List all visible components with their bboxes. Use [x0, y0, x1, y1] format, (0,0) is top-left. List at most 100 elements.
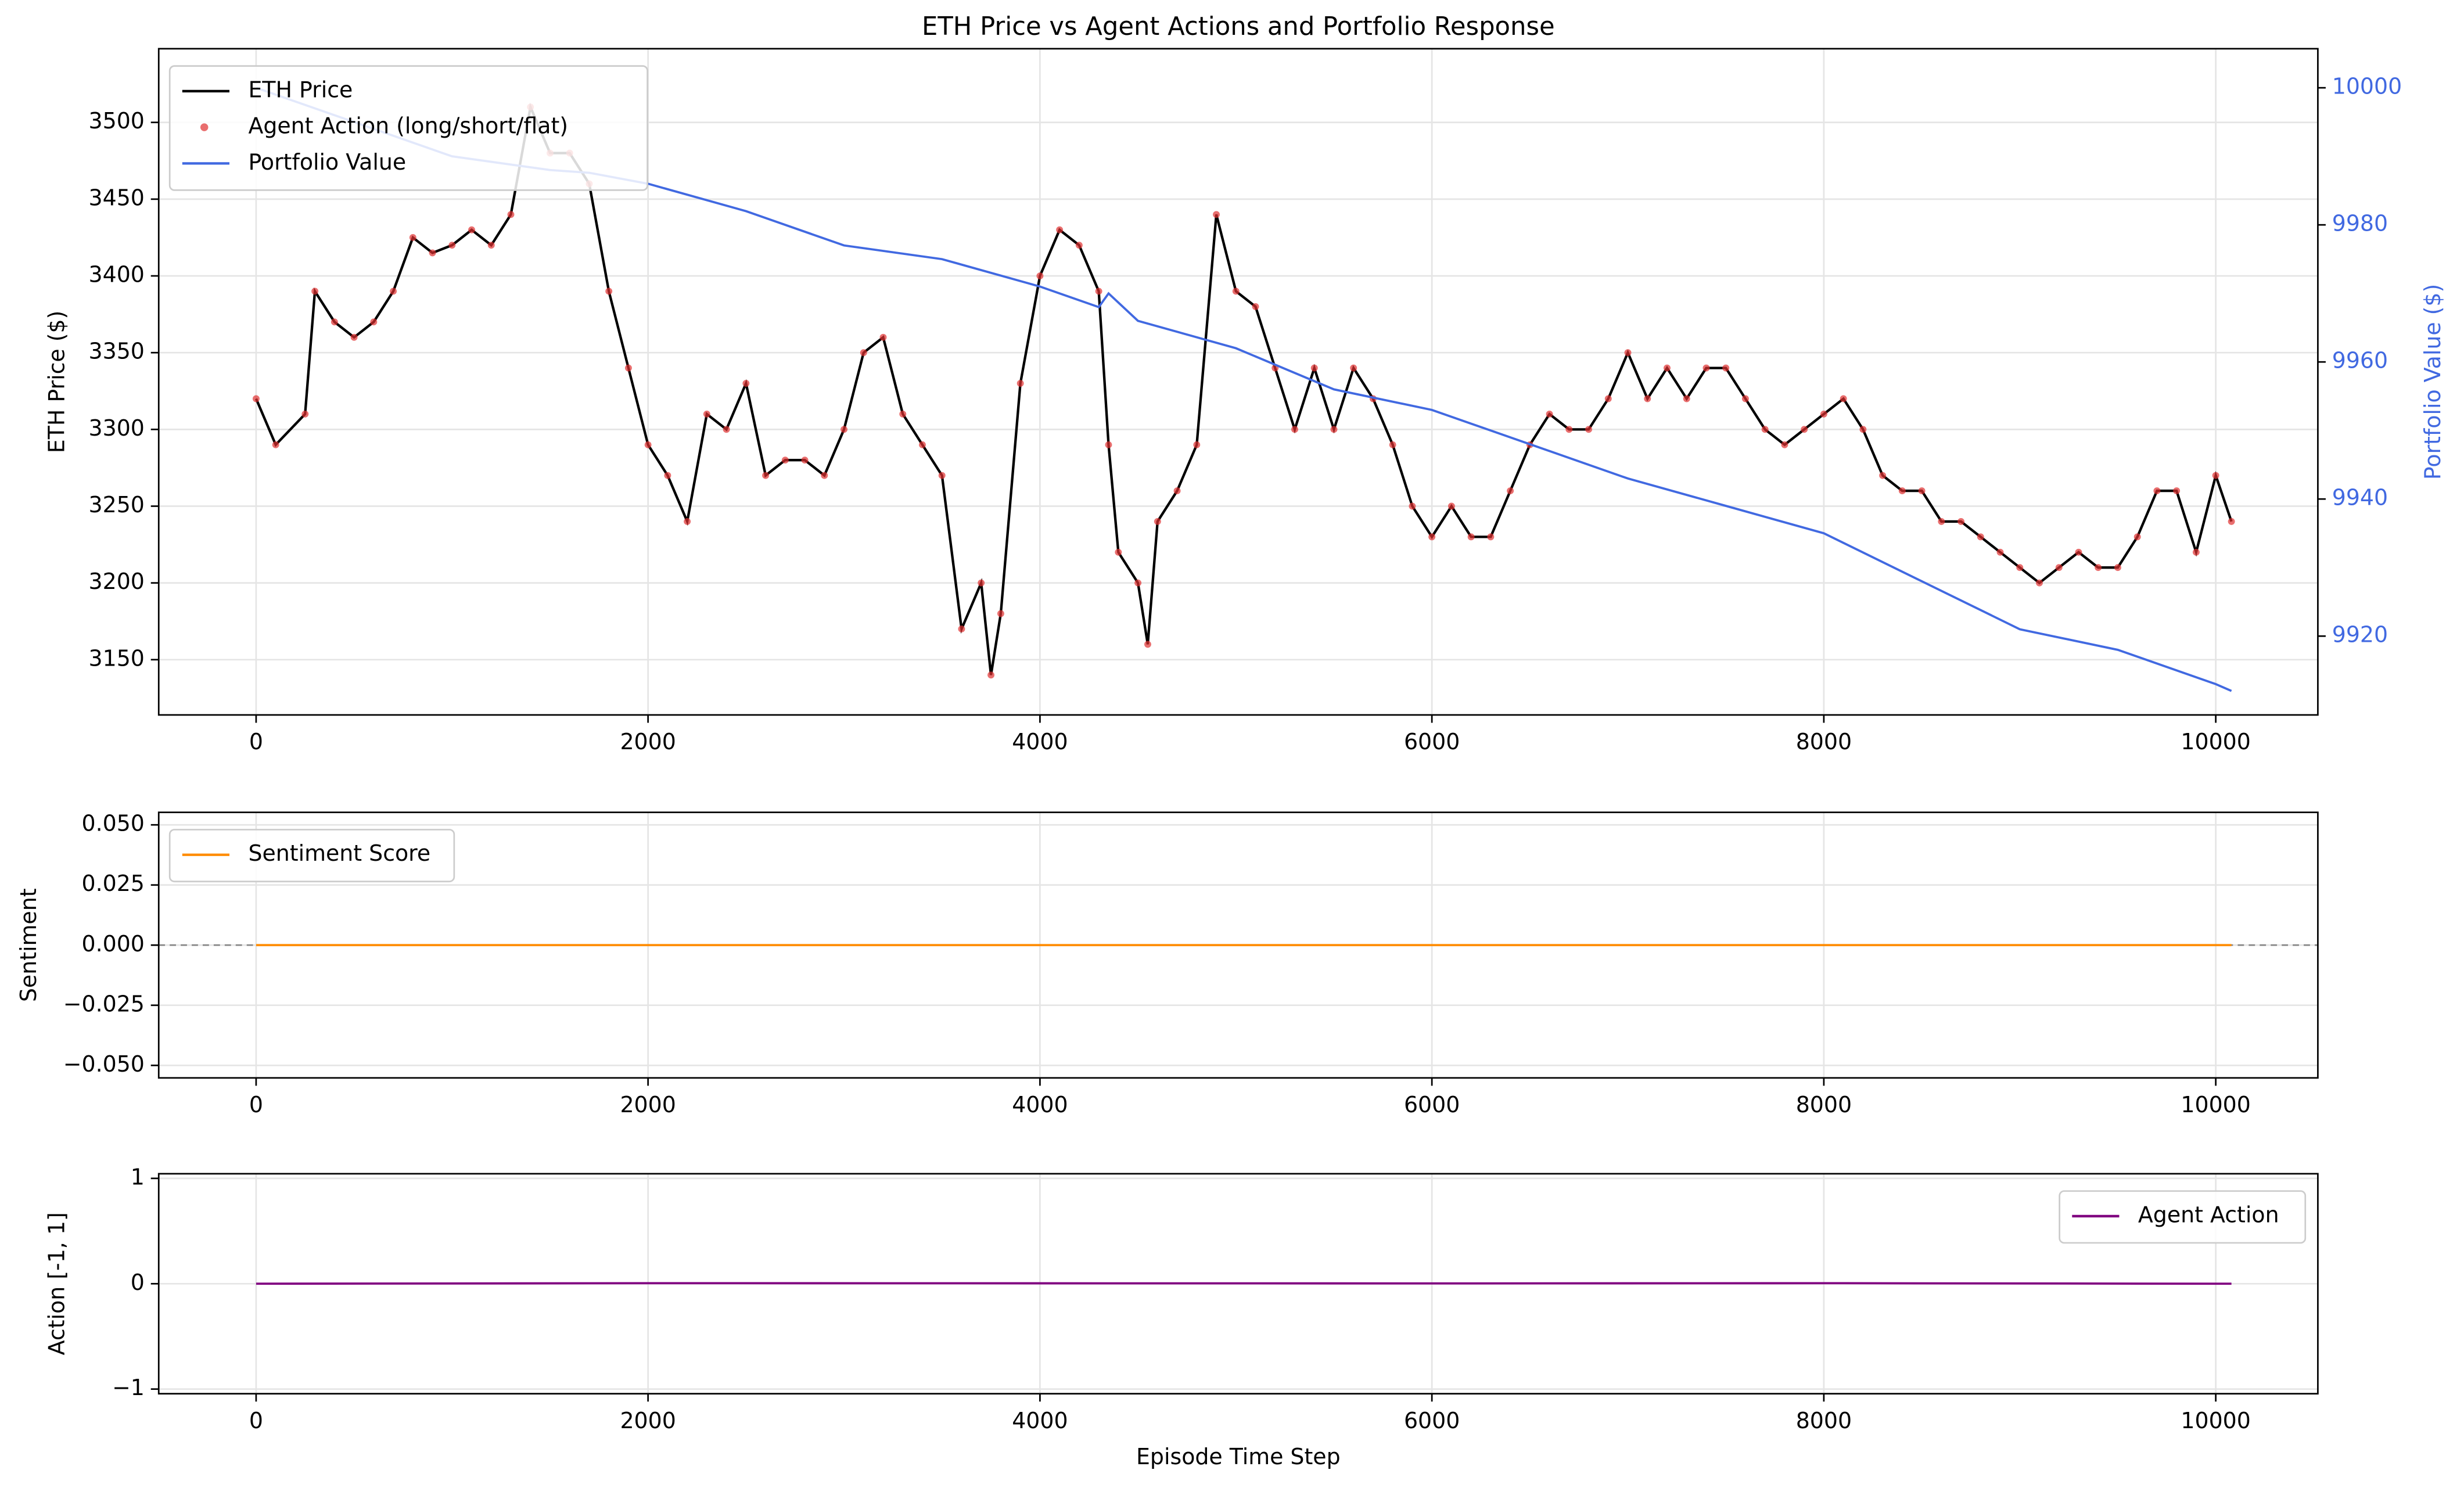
plot-frame	[157, 1173, 2319, 1395]
legend-frame	[2059, 1190, 2307, 1244]
action-point	[1664, 364, 1671, 372]
action-point	[821, 472, 828, 479]
action-point	[1036, 272, 1044, 279]
y-tick-label: 0.000	[82, 931, 145, 957]
action-point	[1624, 349, 1632, 357]
action-point	[1996, 548, 2004, 556]
y2-tick-label: 9920	[2332, 622, 2388, 648]
legend-frame	[168, 65, 648, 191]
y-tick-label: 3350	[89, 339, 145, 364]
legend: Agent Action	[2059, 1190, 2307, 1244]
action-point	[2075, 548, 2082, 556]
action-point	[1585, 426, 1592, 433]
action-point	[1134, 579, 1142, 587]
action-point	[1252, 303, 1259, 310]
legend: ETH Price Agent Action (long/short/flat) P…	[168, 65, 648, 191]
action-point	[703, 410, 710, 418]
action-point	[252, 395, 260, 402]
action-point	[1232, 287, 1240, 295]
legend-label: Agent Action (long/short/flat)	[248, 113, 568, 139]
action-point	[762, 472, 770, 479]
y-tick-label: 0.025	[82, 871, 145, 896]
action-point	[1105, 441, 1112, 448]
action-point	[1017, 380, 1024, 387]
x-tick-label: 10000	[2181, 729, 2250, 754]
plot-frame	[157, 48, 2319, 716]
action-point	[841, 426, 847, 433]
action-point	[1507, 487, 1514, 495]
action-point	[1604, 395, 1612, 402]
action-point	[2228, 517, 2235, 525]
action-point	[1350, 364, 1357, 372]
x-tick-label: 8000	[1796, 1408, 1852, 1433]
y-tick-label: 0	[131, 1270, 145, 1295]
action-point	[997, 610, 1004, 617]
action-point	[1193, 441, 1201, 448]
action-point	[1918, 487, 1926, 495]
action-point	[1173, 487, 1181, 495]
x-tick-label: 4000	[1012, 1408, 1068, 1433]
action-point	[1310, 364, 1318, 372]
action-point	[1075, 242, 1083, 249]
action-point	[742, 380, 750, 387]
action-point	[1957, 517, 1964, 525]
action-point	[507, 211, 515, 218]
action-point	[1428, 533, 1436, 541]
action-point	[1056, 226, 1064, 233]
action-point	[1644, 395, 1651, 402]
x-tick-label: 6000	[1404, 1092, 1460, 1117]
action-point	[331, 318, 338, 326]
action-point	[1722, 364, 1730, 372]
action-point	[1144, 641, 1151, 648]
legend-label: Agent Action	[2138, 1202, 2279, 1227]
action-point	[2095, 564, 2102, 572]
chart-title: ETH Price vs Agent Actions and Portfolio…	[922, 12, 1555, 41]
y-tick-label: 3250	[89, 492, 145, 517]
y-tick-label: 3300	[89, 415, 145, 441]
action-point	[684, 517, 691, 525]
y2-tick-label: 9940	[2332, 485, 2388, 511]
action-point	[1801, 426, 1808, 433]
action-point	[1447, 502, 1455, 510]
action-point	[1977, 533, 1984, 541]
action-point	[919, 441, 926, 448]
x-tick-label: 4000	[1012, 729, 1068, 754]
x-tick-label: 6000	[1404, 1408, 1460, 1433]
action-point	[1467, 533, 1475, 541]
y-axis-label: Sentiment	[16, 888, 41, 1002]
y2-tick-label: 9960	[2332, 348, 2388, 373]
action-point	[801, 457, 809, 464]
action-point	[2173, 487, 2181, 495]
y2-axis-label: Portfolio Value ($)	[2420, 284, 2445, 480]
action-point	[1702, 364, 1710, 372]
action-point	[1741, 395, 1749, 402]
plot-frame	[157, 811, 2319, 1079]
action-point	[860, 349, 867, 357]
action-point	[1820, 410, 1827, 418]
action-point	[1409, 502, 1416, 510]
legend-frame	[168, 829, 455, 883]
y-tick-label: 3200	[89, 569, 145, 594]
action-point	[899, 410, 907, 418]
action-point	[987, 671, 995, 679]
x-tick-label: 6000	[1404, 729, 1460, 754]
action-point	[1761, 426, 1769, 433]
action-point	[370, 318, 378, 326]
action-point	[1487, 533, 1495, 541]
action-point	[978, 579, 985, 587]
action-point	[2016, 564, 2024, 572]
y-tick-label: −0.025	[63, 991, 145, 1016]
action-point	[2153, 487, 2161, 495]
action-point	[429, 249, 436, 257]
action-point	[1389, 441, 1396, 448]
y-tick-label: −1	[112, 1375, 145, 1400]
x-tick-label: 8000	[1796, 1092, 1852, 1117]
x-tick-label: 2000	[620, 1408, 676, 1433]
y-tick-label: −0.050	[63, 1051, 145, 1077]
action-point	[2114, 564, 2121, 572]
legend: Sentiment Score	[168, 829, 455, 883]
action-point	[2212, 472, 2219, 479]
action-point	[301, 410, 309, 418]
action-point	[723, 426, 730, 433]
